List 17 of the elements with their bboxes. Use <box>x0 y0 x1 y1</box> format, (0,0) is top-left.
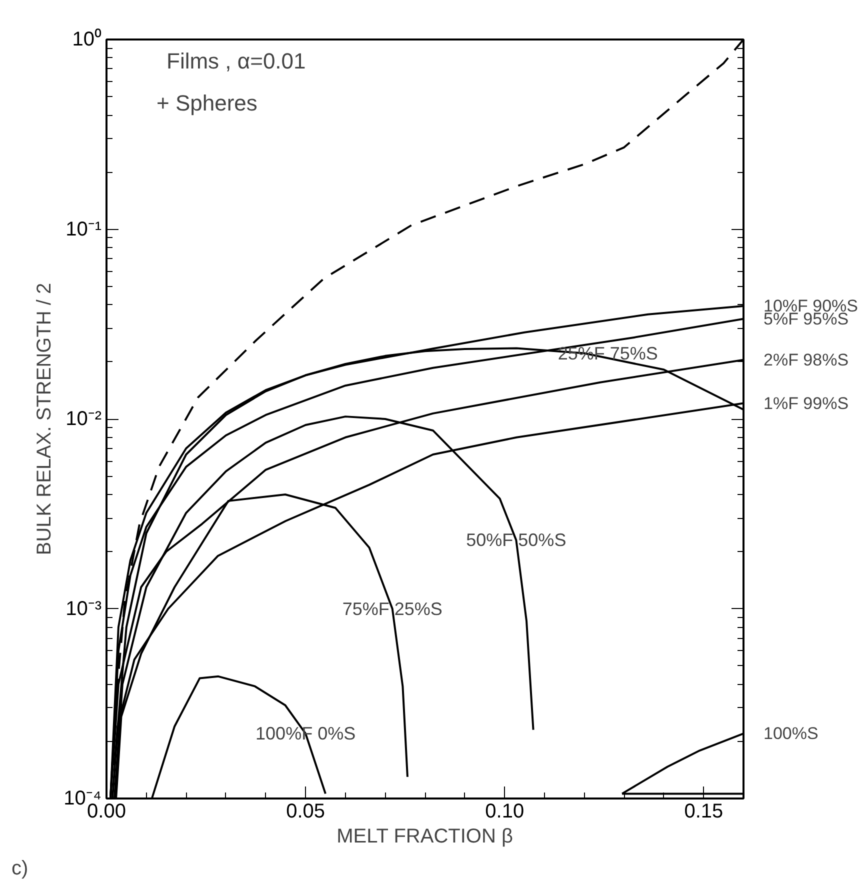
y-tick-label: 10⁻¹ <box>66 218 102 240</box>
legend-label: 2%F 98%S <box>764 350 849 370</box>
y-axis-title: BULK RELAX. STRENGTH / 2 <box>34 282 56 556</box>
legend-label: 100%S <box>764 724 818 744</box>
x-tick-label: 0.05 <box>286 800 326 822</box>
annotation: Films , α=0.01 <box>166 48 306 74</box>
text: c) <box>12 858 28 880</box>
series-label: 75%F 25%S <box>342 598 442 619</box>
annotation: + Spheres <box>156 90 258 116</box>
x-axis-title: MELT FRACTION β <box>336 826 513 848</box>
x-tick-label: 0.10 <box>485 800 524 822</box>
y-tick-label: 10⁰ <box>72 28 102 50</box>
y-tick-label: 10⁻³ <box>66 598 102 620</box>
series-label: 1%F 99%S <box>764 394 849 413</box>
y-tick-label: 10⁻² <box>66 408 102 430</box>
series-label: 50%F 50%S <box>466 530 566 550</box>
x-tick-label: 0.15 <box>684 800 724 822</box>
